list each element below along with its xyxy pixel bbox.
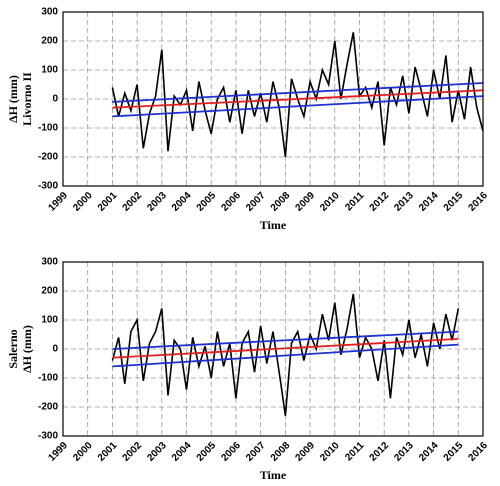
y-axis-label: Salerno xyxy=(6,329,20,368)
x-tick-label: 2016 xyxy=(466,190,490,214)
x-tick-label: 1999 xyxy=(46,440,70,464)
x-tick-label: 2000 xyxy=(71,190,95,214)
x-tick-label: 2004 xyxy=(170,440,194,464)
trend-line xyxy=(112,343,459,368)
x-tick-label: 2010 xyxy=(318,190,342,214)
x-tick-label: 2001 xyxy=(96,190,120,214)
y-tick-label: -200 xyxy=(38,152,58,163)
y-tick-label: 0 xyxy=(52,344,58,355)
y-tick-label: -300 xyxy=(38,431,58,442)
y-axis-label: Livorno II xyxy=(20,72,34,126)
y-tick-label: 200 xyxy=(41,36,58,47)
plot-frame xyxy=(62,11,484,187)
y-axis-label: ΔH (mm) xyxy=(20,325,34,373)
x-tick-label: 2013 xyxy=(392,440,416,464)
x-tick-label: 2008 xyxy=(269,190,293,214)
x-tick-label: 1999 xyxy=(46,190,70,214)
x-tick-label: 2010 xyxy=(318,440,342,464)
trend-line xyxy=(112,95,484,118)
y-tick-label: 0 xyxy=(52,94,58,105)
trend-line xyxy=(112,89,484,109)
x-tick-label: 2009 xyxy=(294,190,318,214)
x-tick-label: 2007 xyxy=(244,190,268,214)
x-tick-label: 2013 xyxy=(392,190,416,214)
y-tick-label: 100 xyxy=(41,65,58,76)
x-tick-label: 2006 xyxy=(219,440,243,464)
x-tick-label: 2015 xyxy=(442,190,466,214)
x-tick-label: 2003 xyxy=(145,190,169,214)
x-tick-label: 2011 xyxy=(343,190,366,213)
x-tick-label: 2012 xyxy=(368,190,392,214)
x-tick-label: 2002 xyxy=(121,190,145,214)
x-tick-label: 2009 xyxy=(294,440,318,464)
trend-line xyxy=(112,330,459,350)
y-tick-label: 200 xyxy=(41,286,58,297)
trend-line xyxy=(112,338,459,359)
x-tick-label: 2000 xyxy=(71,440,95,464)
plot-frame xyxy=(62,261,484,437)
x-tick-label: 2015 xyxy=(442,440,466,464)
x-tick-label: 2014 xyxy=(417,190,441,214)
x-tick-label: 2006 xyxy=(219,190,243,214)
y-tick-label: 300 xyxy=(41,7,58,18)
x-tick-label: 2008 xyxy=(269,440,293,464)
data-line xyxy=(111,32,484,158)
x-tick-label: 2003 xyxy=(145,440,169,464)
x-tick-label: 2011 xyxy=(343,440,366,463)
x-tick-label: 2005 xyxy=(195,440,219,464)
trend-line xyxy=(112,82,484,103)
y-tick-label: 100 xyxy=(41,315,58,326)
x-axis-label: Time xyxy=(260,468,287,482)
y-tick-label: -300 xyxy=(38,181,58,192)
x-tick-label: 2001 xyxy=(96,440,120,464)
y-tick-label: -100 xyxy=(38,123,58,134)
x-tick-label: 2016 xyxy=(466,440,490,464)
x-tick-label: 2012 xyxy=(368,440,392,464)
x-axis-label: Time xyxy=(260,218,287,232)
x-tick-label: 2005 xyxy=(195,190,219,214)
x-tick-label: 2014 xyxy=(417,440,441,464)
y-tick-label: -100 xyxy=(38,373,58,384)
x-tick-label: 2007 xyxy=(244,440,268,464)
y-axis-label: ΔH (mm) xyxy=(6,75,20,123)
x-tick-label: 2004 xyxy=(170,190,194,214)
y-tick-label: 300 xyxy=(41,257,58,268)
y-tick-label: -200 xyxy=(38,402,58,413)
x-tick-label: 2002 xyxy=(121,440,145,464)
